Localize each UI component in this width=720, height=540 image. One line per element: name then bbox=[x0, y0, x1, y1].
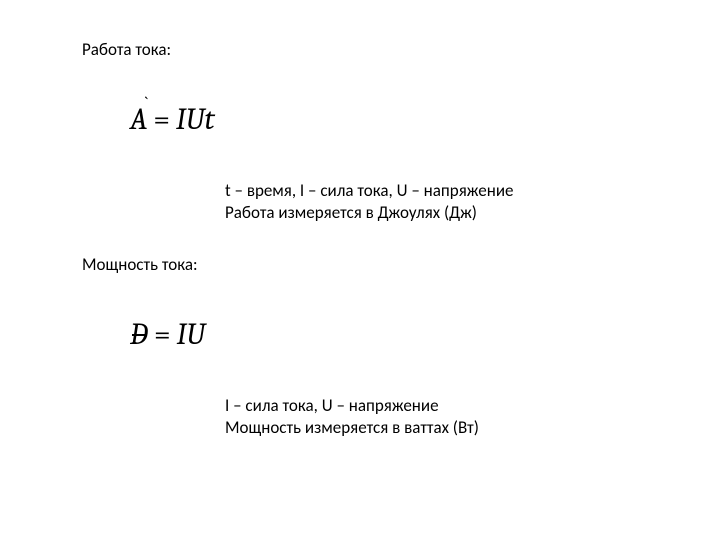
section2-explain-line1: I – сила тока, U – напряжение bbox=[225, 395, 479, 417]
slide: Работа тока: A`=IUt t – время, I – сила … bbox=[0, 0, 720, 540]
equals-sign: = bbox=[147, 102, 176, 137]
section2-formula: D=IU bbox=[130, 320, 205, 350]
section2-formula-rhs: IU bbox=[177, 317, 206, 352]
section1-formula-rhs: IUt bbox=[176, 102, 215, 137]
section1-explanation: t – время, I – сила тока, U – напряжение… bbox=[225, 180, 513, 224]
section1-explain-line1: t – время, I – сила тока, U – напряжение bbox=[225, 180, 513, 202]
section2-heading: Мощность тока: bbox=[82, 255, 198, 275]
equals-sign: = bbox=[148, 317, 177, 352]
section2-explain-line2: Мощность измеряется в ваттах (Вт) bbox=[225, 417, 479, 439]
section2-explanation: I – сила тока, U – напряжение Мощность и… bbox=[225, 395, 479, 439]
section2-formula-lhs: D bbox=[130, 320, 148, 350]
section1-formula: A`=IUt bbox=[130, 105, 215, 135]
section1-explain-line2: Работа измеряется в Джоулях (Дж) bbox=[225, 202, 513, 224]
section1-heading: Работа тока: bbox=[82, 40, 171, 60]
section1-formula-lhs: A` bbox=[130, 105, 147, 135]
